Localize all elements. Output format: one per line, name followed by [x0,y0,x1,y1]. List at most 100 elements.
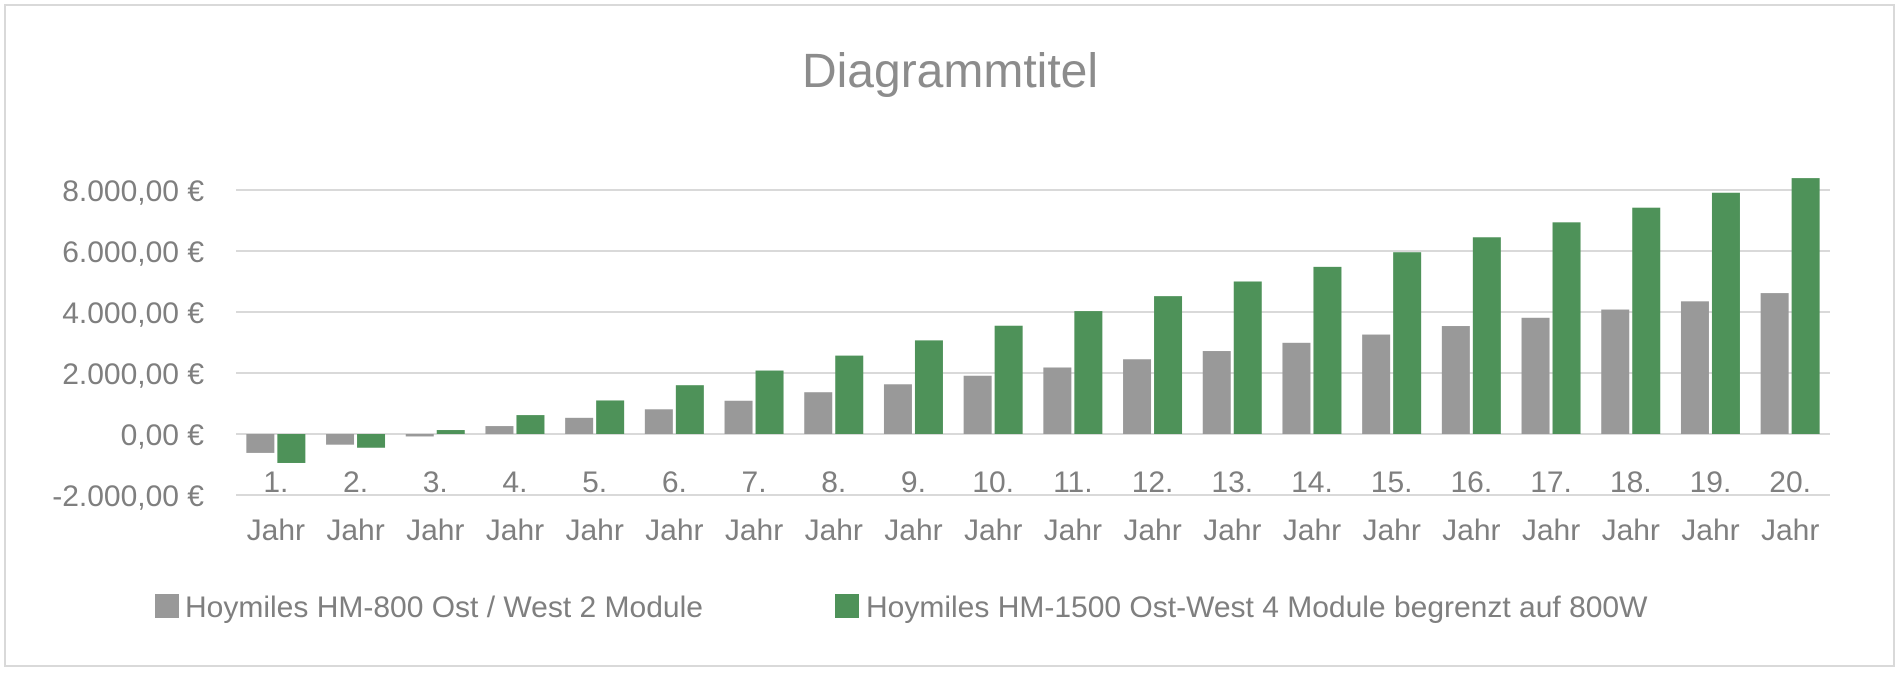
bar-series-2-year-9 [914,340,943,434]
y-tick-label: 6.000,00 € [62,236,204,269]
x-category-label: 5. Jahr [565,466,623,547]
bar-series-1-year-6 [644,409,673,434]
x-category-label: 1. Jahr [247,466,305,547]
y-tick-label: 2.000,00 € [62,358,204,391]
x-category-label: 15. Jahr [1362,466,1420,547]
x-category-unit: Jahr [805,514,863,547]
bar-series-2-year-16 [1472,237,1501,434]
x-category-number: 3. [423,466,448,499]
x-category-label: 8. Jahr [805,466,863,547]
legend-label-hm-1500: Hoymiles HM-1500 Ost-West 4 Module begre… [866,591,1648,624]
x-category-unit: Jahr [1442,514,1500,547]
x-category-label: 14. Jahr [1283,466,1341,547]
y-tick-label: 4.000,00 € [62,297,204,330]
x-category-unit: Jahr [1362,514,1420,547]
bar-series-1-year-15 [1362,334,1391,434]
bar-series-1-year-3 [405,434,434,437]
legend-swatch-hm-1500 [835,594,859,618]
bar-series-1-year-19 [1680,301,1709,434]
x-category-unit: Jahr [1602,514,1660,547]
x-category-label: 10. Jahr [964,466,1022,547]
x-category-number: 14. [1291,466,1333,499]
y-tick-label: 0,00 € [121,419,205,452]
bar-series-1-year-7 [724,400,753,434]
x-category-number: 16. [1450,466,1492,499]
x-category-unit: Jahr [964,514,1022,547]
legend-label-hm-800: Hoymiles HM-800 Ost / West 2 Module [185,591,703,624]
bar-series-1-year-17 [1521,317,1550,434]
x-category-label: 2. Jahr [326,466,384,547]
bar-series-2-year-4 [516,415,545,434]
bar-series-2-year-14 [1313,266,1342,434]
x-category-label: 18. Jahr [1602,466,1660,547]
x-category-number: 13. [1211,466,1253,499]
bar-series-2-year-8 [835,355,864,434]
x-category-unit: Jahr [1203,514,1261,547]
x-category-unit: Jahr [565,514,623,547]
x-category-unit: Jahr [1522,514,1580,547]
x-category-unit: Jahr [326,514,384,547]
x-category-number: 1. [263,466,288,499]
x-category-number: 8. [821,466,846,499]
legend-swatch-hm-800 [155,594,179,618]
bar-series-1-year-1 [246,434,275,453]
x-category-number: 5. [582,466,607,499]
bar-series-2-year-17 [1552,222,1581,434]
bar-series-1-year-9 [883,384,912,434]
x-category-number: 20. [1769,466,1811,499]
x-category-label: 20. Jahr [1761,466,1819,547]
x-category-number: 4. [502,466,527,499]
x-category-label: 17. Jahr [1522,466,1580,547]
bar-series-2-year-5 [596,400,625,434]
x-category-number: 10. [972,466,1014,499]
x-category-unit: Jahr [725,514,783,547]
x-category-number: 12. [1132,466,1174,499]
chart-title: Diagrammtitel [802,45,1098,98]
x-category-unit: Jahr [645,514,703,547]
x-category-label: 19. Jahr [1681,466,1739,547]
x-category-unit: Jahr [1283,514,1341,547]
bar-series-2-year-11 [1074,311,1103,434]
x-category-unit: Jahr [247,514,305,547]
x-category-label: 16. Jahr [1442,466,1500,547]
bar-series-2-year-15 [1393,252,1422,434]
bar-series-1-year-4 [485,426,514,434]
bar-series-1-year-12 [1123,359,1152,434]
x-category-label: 3. Jahr [406,466,464,547]
x-axis-category-labels: 1. Jahr 2. Jahr 3. Jahr 4. Jahr 5. Jahr 6. Jahr 7. Ja… [247,466,1820,547]
x-category-number: 9. [901,466,926,499]
x-category-number: 18. [1610,466,1652,499]
bar-series-2-year-10 [994,325,1023,434]
bar-series-2-year-3 [436,430,465,434]
bar-series-2-year-2 [357,434,386,448]
x-category-number: 15. [1371,466,1413,499]
bar-series-1-year-16 [1441,326,1470,434]
bar-series-1-year-10 [963,375,992,434]
x-category-unit: Jahr [1044,514,1102,547]
bar-series-1-year-14 [1282,342,1311,434]
bar-series-1-year-2 [326,434,355,445]
bar-series-2-year-12 [1154,296,1183,434]
bar-series-2-year-13 [1233,281,1262,434]
bar-series-1-year-5 [565,417,594,434]
x-category-unit: Jahr [1761,514,1819,547]
x-category-label: 11. Jahr [1044,466,1102,547]
bar-series-1-year-20 [1760,293,1789,434]
x-category-label: 7. Jahr [725,466,783,547]
bar-series-2-year-6 [675,385,704,434]
bar-series-1-year-11 [1043,367,1072,434]
gridlines [236,189,1830,496]
x-category-label: 4. Jahr [486,466,544,547]
x-category-label: 6. Jahr [645,466,703,547]
legend: Hoymiles HM-800 Ost / West 2 Module Hoym… [155,591,1648,624]
x-category-number: 19. [1690,466,1732,499]
x-category-number: 6. [662,466,687,499]
bars [246,178,1820,463]
x-category-unit: Jahr [486,514,544,547]
bar-series-2-year-20 [1791,178,1820,434]
x-category-unit: Jahr [1123,514,1181,547]
y-tick-label: 8.000,00 € [62,175,204,208]
x-category-number: 11. [1053,466,1092,499]
x-category-label: 9. Jahr [884,466,942,547]
